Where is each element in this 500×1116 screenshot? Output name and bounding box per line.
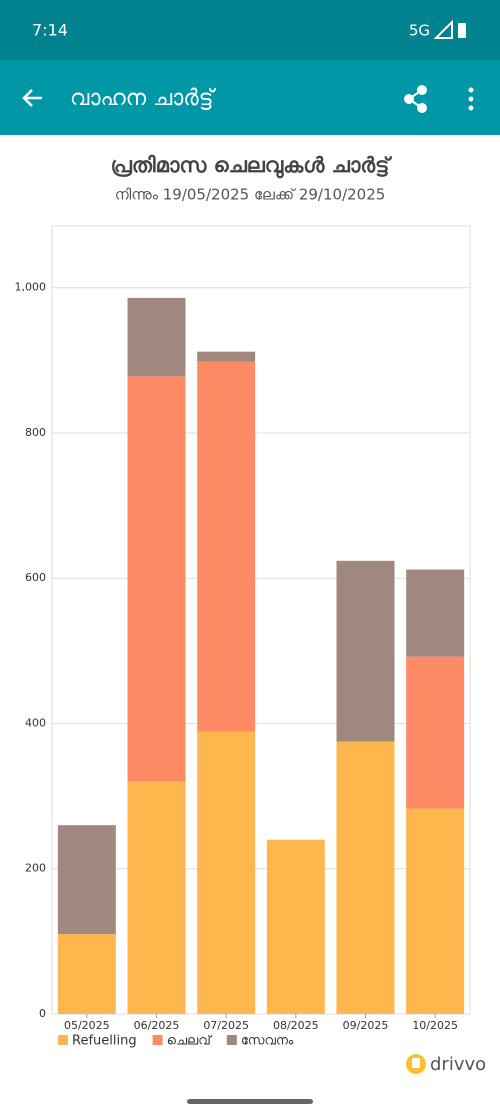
legend-label: Refuelling (72, 1034, 137, 1049)
bar-segment (57, 825, 116, 935)
y-tick-label: 1,000 (15, 281, 47, 294)
more-button[interactable] (468, 87, 474, 111)
back-button[interactable] (22, 89, 42, 107)
y-tick-label: 200 (25, 862, 46, 875)
bar-segment (197, 351, 256, 362)
x-tick-label: 06/2025 (134, 1019, 180, 1032)
bar-segment (57, 934, 116, 1014)
x-tick-label: 07/2025 (203, 1019, 249, 1032)
x-tick-label: 05/2025 (64, 1019, 110, 1032)
brand-name: drivvo (430, 1054, 486, 1075)
bar-segment (406, 656, 465, 809)
x-tick-label: 10/2025 (412, 1019, 458, 1032)
chart-title: പ്രതിമാസ ചെലവുകൾ ചാർട്ട് (111, 153, 393, 178)
legend-swatch (152, 1035, 163, 1045)
legend-swatch (226, 1035, 237, 1045)
bar-segment (406, 808, 465, 1014)
bar-segment (197, 731, 256, 1014)
legend-label: സേവനം (241, 1034, 294, 1049)
bar-segment (127, 376, 186, 782)
legend-label: ചെലവ് (167, 1034, 213, 1049)
battery-icon (458, 23, 466, 38)
bar-segment (127, 781, 186, 1014)
y-tick-label: 800 (25, 426, 46, 439)
x-tick-label: 09/2025 (343, 1019, 389, 1032)
app-bar-title: വാഹന ചാർട്ട് (70, 86, 217, 111)
brand-logo-mark (412, 1058, 420, 1068)
bar-segment (406, 569, 465, 657)
status-time: 7:14 (32, 21, 68, 40)
bar-segment (197, 361, 256, 732)
bar-segment (127, 297, 186, 377)
bar-segment (336, 741, 395, 1014)
share-button[interactable] (404, 85, 427, 113)
bar-segment (266, 839, 325, 1014)
home-indicator (187, 1099, 313, 1104)
signal-icon (433, 19, 453, 39)
chart-subtitle: നിന്നും 19/05/2025 ലേക്ക് 29/10/2025 (115, 186, 386, 204)
status-network: 5G (409, 22, 430, 40)
y-tick-label: 400 (25, 716, 46, 729)
legend-swatch (58, 1035, 68, 1045)
y-tick-label: 600 (25, 571, 46, 584)
x-tick-label: 08/2025 (273, 1019, 319, 1032)
bar-segment (336, 560, 395, 742)
status-bar (0, 0, 500, 60)
app-bar (0, 60, 500, 135)
y-tick-label: 0 (39, 1007, 46, 1020)
